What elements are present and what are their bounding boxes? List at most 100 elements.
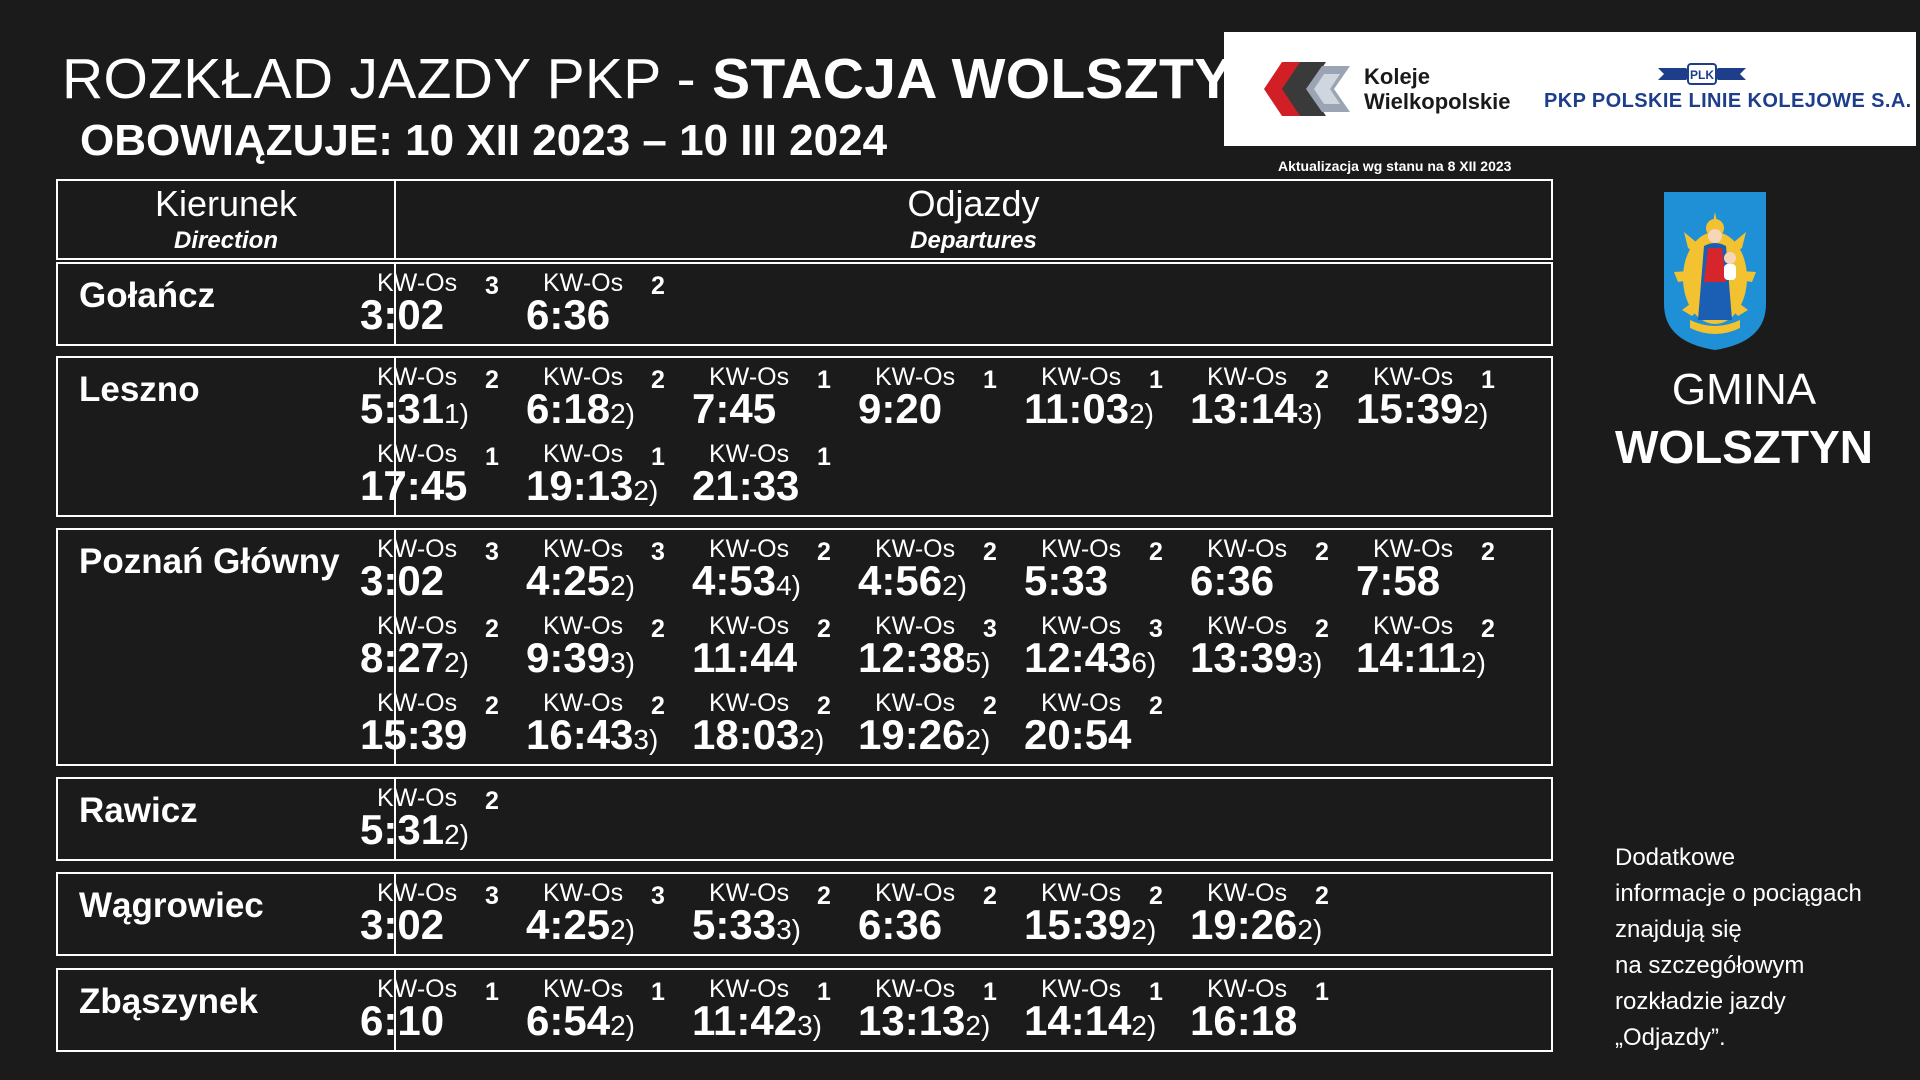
departure-entry: KW-Os 2 16:433) (514, 689, 674, 761)
departure-time: 6:182) (526, 386, 635, 437)
departure-entry: KW-Os 2 13:393) (1178, 612, 1338, 684)
carriage-class: 2 (1315, 615, 1329, 643)
carriage-class: 2 (1481, 538, 1495, 566)
train-category: KW-Os (709, 440, 790, 468)
direction-section: Gołańcz KW-Os 3 3:02 KW-Os 2 6:36 (56, 262, 1553, 346)
direction-name: Leszno (79, 370, 200, 409)
footnote-marker: 3) (1297, 647, 1323, 678)
footnote-marker: 5) (965, 647, 991, 678)
train-category: KW-Os (709, 879, 790, 907)
carriage-class: 2 (1315, 538, 1329, 566)
time-value: 4:53 (692, 557, 777, 604)
departure-time: 4:534) (692, 558, 801, 609)
departure-time: 6:10 (360, 998, 444, 1044)
time-value: 15:39 (360, 711, 468, 758)
wolsztyn-coat-of-arms-icon (1664, 192, 1766, 350)
departure-entry: KW-Os 1 17:45 (348, 440, 508, 512)
departure-time: 17:45 (360, 463, 467, 509)
direction-section: Zbąszynek KW-Os 1 6:10 KW-Os 1 6:542) KW-Os 1 11:… (56, 968, 1553, 1052)
column-divider (394, 264, 396, 344)
time-value: 6:36 (526, 291, 611, 338)
departure-time: 9:20 (858, 386, 942, 432)
departure-time: 11:44 (692, 635, 797, 681)
carriage-class: 2 (1149, 538, 1163, 566)
footnote-marker: 2) (610, 570, 635, 601)
train-category: KW-Os (875, 612, 956, 640)
departure-entry: KW-Os 2 7:58 (1344, 535, 1504, 607)
page-title: ROZKŁAD JAZDY PKP - STACJA WOLSZTYN (62, 46, 1274, 112)
departure-time: 11:032) (1024, 386, 1154, 437)
time-value: 19:26 (1190, 901, 1298, 948)
departure-time: 6:36 (526, 292, 610, 338)
footnote-marker: 2) (633, 475, 659, 506)
departure-time: 19:262) (1190, 902, 1322, 953)
time-value: 14:11 (1356, 634, 1462, 681)
carriage-class: 1 (817, 443, 831, 471)
carriage-class: 2 (1149, 882, 1163, 910)
footnote-marker: 6) (1131, 647, 1157, 678)
departure-entry: KW-Os 1 14:142) (1012, 975, 1172, 1047)
departure-time: 13:143) (1190, 386, 1322, 437)
train-category: KW-Os (709, 612, 790, 640)
time-value: 4:25 (526, 557, 611, 604)
carriage-class: 2 (817, 615, 831, 643)
train-category: KW-Os (377, 879, 458, 907)
departure-entry: KW-Os 3 3:02 (348, 879, 508, 951)
carriage-class: 2 (651, 272, 665, 300)
footnote-marker: 2) (1131, 914, 1157, 945)
time-value: 17:45 (360, 462, 468, 509)
footnote-marker: 2) (610, 398, 635, 429)
footnote-marker: 3) (633, 724, 659, 755)
departure-entry: KW-Os 2 19:262) (846, 689, 1006, 761)
time-value: 16:18 (1190, 997, 1298, 1044)
departure-time: 16:433) (526, 712, 658, 763)
departure-entry: KW-Os 3 12:436) (1012, 612, 1172, 684)
info-line: Dodatkowe (1615, 844, 1736, 871)
departure-entry: KW-Os 1 21:33 (680, 440, 840, 512)
carriage-class: 2 (1315, 366, 1329, 394)
time-value: 3:02 (360, 291, 445, 338)
departure-entry: KW-Os 2 19:262) (1178, 879, 1338, 951)
departure-entry: KW-Os 2 15:39 (348, 689, 508, 761)
carriage-class: 1 (485, 978, 499, 1006)
train-category: KW-Os (543, 689, 624, 717)
train-category: KW-Os (709, 363, 790, 391)
departure-entry: KW-Os 2 6:36 (846, 879, 1006, 951)
time-value: 9:39 (526, 634, 611, 681)
carriage-class: 1 (817, 978, 831, 1006)
carriage-class: 3 (1149, 615, 1163, 643)
footnote-marker: 2) (942, 570, 967, 601)
train-category: KW-Os (1041, 879, 1122, 907)
plk-emblem-text: PLK (1690, 68, 1714, 82)
update-note: Aktualizacja wg stanu na 8 XII 2023 (1278, 158, 1512, 174)
carriage-class: 2 (983, 882, 997, 910)
departure-time: 14:112) (1356, 635, 1486, 686)
direction-name: Gołańcz (79, 276, 216, 315)
carriage-class: 1 (651, 443, 665, 471)
departure-time: 6:542) (526, 998, 635, 1049)
departures-header: Odjazdy (907, 183, 1040, 224)
departure-entry: KW-Os 2 4:534) (680, 535, 840, 607)
footnote-marker: 3) (1297, 398, 1323, 429)
direction-section: Poznań Główny KW-Os 3 3:02 KW-Os 3 4:252) KW-Os… (56, 528, 1553, 766)
departure-time: 5:333) (692, 902, 801, 953)
departure-time: 6:36 (1190, 558, 1274, 604)
train-category: KW-Os (875, 535, 956, 563)
time-value: 5:31 (360, 385, 445, 432)
footnote-marker: 2) (444, 819, 469, 850)
departure-entry: KW-Os 2 14:112) (1344, 612, 1504, 684)
departure-time: 7:58 (1356, 558, 1440, 604)
departure-entry: KW-Os 1 6:10 (348, 975, 508, 1047)
train-category: KW-Os (1207, 535, 1288, 563)
carriage-class: 2 (1481, 615, 1495, 643)
departure-time: 5:33 (1024, 558, 1108, 604)
carriage-class: 2 (1149, 692, 1163, 720)
time-value: 12:43 (1024, 634, 1132, 681)
carriage-class: 1 (651, 978, 665, 1006)
carriage-class: 1 (1315, 978, 1329, 1006)
departure-entry: KW-Os 2 6:36 (1178, 535, 1338, 607)
column-divider (394, 530, 396, 764)
departure-time: 13:393) (1190, 635, 1322, 686)
train-category: KW-Os (1207, 612, 1288, 640)
train-category: KW-Os (377, 535, 458, 563)
